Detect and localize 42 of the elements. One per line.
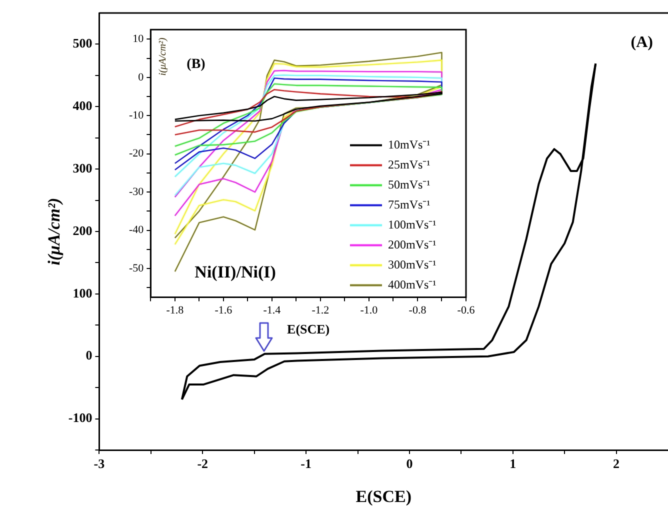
- y-tick-label: -50: [128, 262, 144, 274]
- y-axis-title: i(μA/cm²): [157, 36, 168, 76]
- y-tick-label: -20: [128, 148, 144, 160]
- legend-label: 25mVs⁻¹: [388, 157, 431, 172]
- y-tick-label: 0: [86, 348, 92, 363]
- y-tick-label: 500: [72, 36, 92, 51]
- x-tick-label: -2: [197, 456, 208, 472]
- x-tick-label: 0: [406, 456, 413, 472]
- legend-label: 400mVs⁻¹: [388, 277, 437, 292]
- x-tick-label: 1: [510, 456, 516, 472]
- x-tick-label: -1.4: [263, 304, 282, 317]
- legend-label: 75mVs⁻¹: [388, 197, 431, 212]
- x-axis-title: E(SCE): [287, 322, 330, 337]
- x-tick-label: -1.0: [360, 304, 378, 317]
- legend-label: 100mVs⁻¹: [388, 217, 437, 232]
- x-tick-label: -3: [94, 456, 106, 472]
- y-axis-title: i(μA/cm²): [44, 198, 64, 266]
- y-tick-label: 300: [72, 160, 92, 176]
- y-tick-label: 10: [132, 33, 144, 46]
- y-tick-label: 400: [72, 98, 92, 113]
- annotation: Ni(II)/Ni(I): [194, 262, 276, 282]
- x-tick-label: -1.2: [312, 304, 330, 317]
- x-tick-label: -0.6: [457, 304, 476, 317]
- legend-label: 300mVs⁻¹: [388, 257, 437, 272]
- annotation: (A): [630, 34, 653, 52]
- legend-label: 10mVs⁻¹: [388, 137, 431, 152]
- y-tick-label: -100: [68, 410, 92, 426]
- y-tick-label: 0: [138, 71, 144, 84]
- x-tick-label: -1.6: [214, 304, 233, 317]
- y-tick-label: -10: [128, 110, 144, 122]
- x-tick-label: 2: [613, 456, 620, 472]
- legend-label: 200mVs⁻¹: [388, 237, 437, 252]
- y-tick-label: 100: [72, 285, 92, 300]
- annotation: (B): [186, 57, 206, 72]
- x-tick-label: -1.8: [166, 304, 184, 317]
- x-axis-title: E(SCE): [356, 487, 412, 506]
- y-tick-label: -30: [128, 186, 144, 198]
- y-tick-label: -40: [128, 224, 144, 236]
- x-tick-label: -0.8: [408, 304, 427, 317]
- y-tick-label: 200: [72, 222, 92, 238]
- x-tick-label: -1: [300, 456, 312, 472]
- legend-label: 50mVs⁻¹: [388, 177, 431, 192]
